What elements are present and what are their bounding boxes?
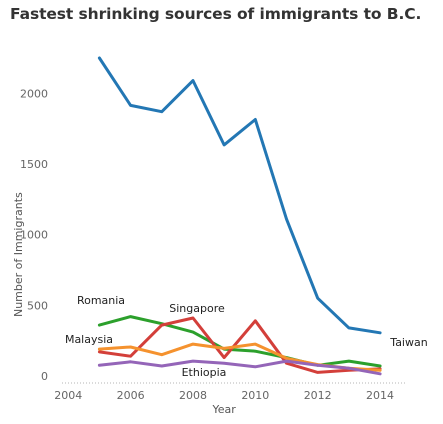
y-tick-label: 1000 bbox=[20, 229, 48, 242]
x-axis-title: Year bbox=[211, 403, 236, 416]
labels-layer: Romania Singapore Malaysia Ethiopia Taiwan bbox=[65, 294, 428, 379]
series-label-malaysia: Malaysia bbox=[65, 333, 113, 346]
series-label-ethiopia: Ethiopia bbox=[182, 366, 227, 379]
x-tick-label: 2006 bbox=[117, 389, 145, 402]
chart-title: Fastest shrinking sources of immigrants … bbox=[10, 5, 422, 23]
x-tick-label: 2010 bbox=[241, 389, 269, 402]
series-line-singapore bbox=[97, 316, 382, 374]
series-line-taiwan bbox=[97, 56, 382, 335]
series-line-ethiopia bbox=[97, 359, 382, 376]
series-label-romania: Romania bbox=[77, 294, 125, 307]
x-tick-label: 2004 bbox=[54, 389, 82, 402]
series-label-taiwan: Taiwan bbox=[389, 336, 427, 349]
y-tick-label: 500 bbox=[27, 299, 48, 312]
axes-layer: 0 500 1000 1500 2000 2004 2006 2008 2010 2012 2014… bbox=[12, 87, 405, 416]
y-tick-label: 0 bbox=[41, 370, 48, 383]
series-layer bbox=[97, 56, 382, 376]
x-tick-label: 2014 bbox=[366, 389, 394, 402]
y-tick-label: 2000 bbox=[20, 87, 48, 100]
series-label-singapore: Singapore bbox=[169, 302, 225, 315]
y-axis-title: Number of Immigrants bbox=[12, 192, 25, 317]
x-tick-label: 2012 bbox=[304, 389, 332, 402]
x-tick-label: 2008 bbox=[179, 389, 207, 402]
series-line-romania bbox=[97, 315, 382, 368]
y-tick-label: 1500 bbox=[20, 158, 48, 171]
